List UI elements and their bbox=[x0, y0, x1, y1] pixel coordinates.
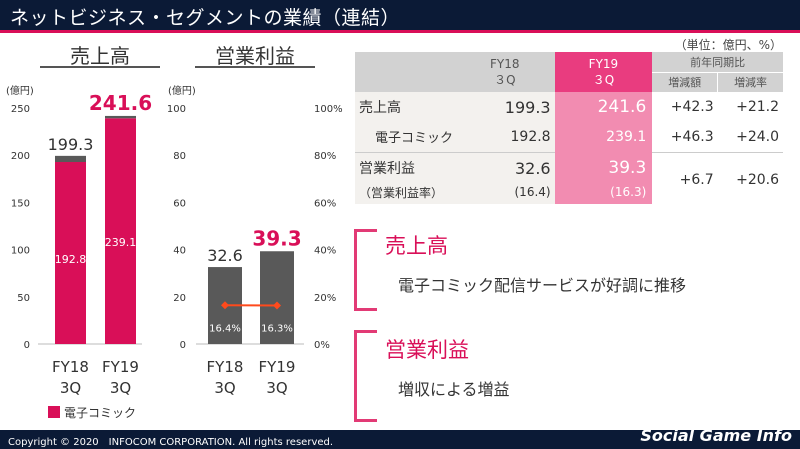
table-header-fy18-year: FY18 bbox=[490, 57, 520, 71]
table-header-fy19-year: FY19 bbox=[588, 57, 619, 71]
sales-bar-inner-label: 239.1 bbox=[105, 236, 137, 249]
profit-bar-value-label: 39.3 bbox=[252, 226, 301, 250]
profit-ytick-label: 60 bbox=[173, 198, 186, 209]
profit-bar-value-label: 32.6 bbox=[207, 246, 243, 265]
cell-fy18-sales: 199.3 bbox=[454, 92, 555, 122]
profit-y2tick-label: 80% bbox=[314, 151, 336, 162]
row-spacer bbox=[355, 151, 455, 156]
cell-fy18-comic: 192.8 bbox=[454, 122, 555, 152]
table-header-rate: 増減率 bbox=[717, 72, 783, 92]
profit-bar bbox=[260, 251, 294, 344]
profit-ratio-label: 16.3% bbox=[261, 324, 293, 335]
table-header-fy19: FY19 ３Q bbox=[554, 52, 653, 92]
profit-chart-title-underline bbox=[195, 66, 315, 68]
profit-y2tick-label: 60% bbox=[314, 198, 336, 209]
cell-amount-comic: +46.3 bbox=[670, 128, 714, 145]
sales-bar-other bbox=[55, 155, 86, 162]
profit-ytick-label: 100 bbox=[167, 104, 186, 115]
highlight-text-sales: 電子コミック配信サービスが好調に推移 bbox=[398, 276, 687, 295]
highlight-text-profit: 増収による増益 bbox=[398, 380, 510, 399]
profit-ytick-label: 40 bbox=[173, 246, 186, 257]
sales-bar-total-label: 199.3 bbox=[48, 135, 94, 154]
row-label-comic: 電子コミック bbox=[355, 122, 455, 152]
sales-chart-title-underline bbox=[40, 66, 160, 68]
profit-chart-unit: (億円) bbox=[168, 86, 196, 97]
legend-label-comic: 電子コミック bbox=[64, 406, 137, 420]
highlight-bracket-profit bbox=[354, 330, 377, 422]
profit-y2tick-label: 40% bbox=[314, 246, 336, 257]
sales-ytick-label: 100 bbox=[11, 246, 30, 257]
cell-fy19-comic: 239.1 bbox=[554, 122, 653, 152]
sales-category-label: FY18 bbox=[52, 358, 89, 376]
segment-charts: 050100150200250192.8199.3FY183Q239.1241.… bbox=[11, 91, 343, 397]
sales-ytick-label: 250 bbox=[11, 104, 30, 115]
highlight-title-profit: 営業利益 bbox=[385, 338, 469, 362]
table-header-fy18-quarter: ３Q bbox=[494, 73, 516, 87]
page-title: ネットビジネス・セグメントの業績（連結） bbox=[10, 7, 401, 29]
profit-y2tick-label: 20% bbox=[314, 293, 336, 304]
cell-fy19-margin: (16.3) bbox=[554, 180, 653, 204]
row-spacer bbox=[717, 151, 783, 156]
cell-fy18-profit: 32.6 bbox=[454, 156, 555, 180]
table-header-amount: 増減額 bbox=[652, 72, 719, 92]
profit-category-label: FY19 bbox=[259, 358, 296, 376]
sales-bar-comic bbox=[55, 161, 86, 344]
profit-ratio-label: 16.4% bbox=[209, 323, 241, 334]
table-header-fy18: FY18 ３Q bbox=[454, 52, 555, 92]
table-corner bbox=[355, 52, 455, 92]
profit-category-label: 3Q bbox=[214, 379, 235, 397]
sales-bar-comic bbox=[105, 118, 136, 344]
sales-ytick-label: 150 bbox=[11, 198, 30, 209]
highlight-bracket-sales bbox=[354, 229, 377, 311]
sales-bar-other bbox=[105, 115, 136, 119]
profit-ytick-label: 20 bbox=[173, 293, 186, 304]
sales-category-label: 3Q bbox=[60, 379, 81, 397]
profit-y2tick-label: 0% bbox=[314, 340, 330, 351]
sales-chart-unit: (億円) bbox=[6, 86, 34, 97]
row-label-margin: （営業利益率） bbox=[355, 180, 455, 204]
profit-ytick-label: 80 bbox=[173, 151, 186, 162]
results-table: FY18 ３Q FY19 ３Q 前年同期比 増減額 増減率 売上高 199.3 … bbox=[355, 52, 783, 204]
profit-ytick-label: 0 bbox=[180, 340, 186, 351]
table-header-yoy: 前年同期比 bbox=[652, 52, 783, 73]
title-bar: ネットビジネス・セグメントの業績（連結） bbox=[0, 0, 800, 30]
title-accent-line bbox=[0, 30, 800, 33]
row-spacer bbox=[554, 152, 653, 156]
cell-rate-comic: +24.0 bbox=[736, 128, 779, 145]
cell-amount-sales: +42.3 bbox=[670, 99, 714, 115]
sales-ytick-label: 200 bbox=[11, 151, 30, 162]
sales-chart-title: 売上高 bbox=[70, 44, 130, 68]
profit-chart-title: 営業利益 bbox=[215, 44, 295, 68]
profit-ratio-marker bbox=[273, 301, 281, 310]
watermark-text: Social Game Info bbox=[640, 426, 792, 445]
table-header-fy19-quarter: ３Q bbox=[592, 73, 615, 87]
sales-ytick-label: 0 bbox=[24, 340, 30, 351]
profit-y2tick-label: 100% bbox=[314, 104, 343, 115]
cell-rate-profit: +20.6 bbox=[736, 172, 779, 188]
cell-fy19-profit: 39.3 bbox=[554, 156, 653, 180]
profit-category-label: 3Q bbox=[266, 379, 287, 397]
sales-bar-total-label: 241.6 bbox=[89, 91, 152, 115]
row-label-sales: 売上高 bbox=[355, 92, 455, 122]
sales-category-label: 3Q bbox=[110, 379, 131, 397]
profit-category-label: FY18 bbox=[207, 358, 244, 376]
sales-category-label: FY19 bbox=[102, 358, 139, 376]
table-unit-note: （単位：億円、%） bbox=[674, 38, 782, 52]
row-label-profit: 営業利益 bbox=[355, 156, 455, 180]
cell-amount-profit: +6.7 bbox=[679, 172, 714, 188]
footer-bar: Copyright © 2020 INFOCOM CORPORATION. Al… bbox=[0, 426, 800, 449]
sales-bar-inner-label: 192.8 bbox=[55, 253, 87, 266]
sales-ytick-label: 50 bbox=[17, 293, 30, 304]
legend-swatch-comic bbox=[48, 406, 60, 418]
copyright-text: Copyright © 2020 INFOCOM CORPORATION. Al… bbox=[8, 437, 334, 448]
highlight-title-sales: 売上高 bbox=[385, 234, 448, 258]
row-spacer bbox=[454, 151, 555, 156]
row-spacer bbox=[652, 151, 718, 156]
profit-ratio-marker bbox=[221, 301, 229, 310]
cell-fy19-sales: 241.6 bbox=[554, 92, 653, 122]
cell-fy18-margin: (16.4) bbox=[454, 180, 555, 204]
cell-rate-sales: +21.2 bbox=[736, 99, 779, 115]
